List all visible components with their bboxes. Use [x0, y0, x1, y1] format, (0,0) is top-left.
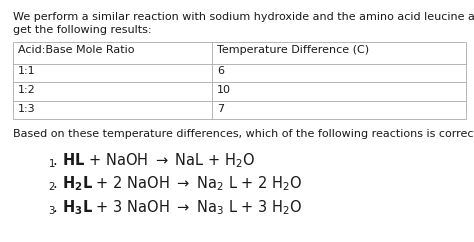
Text: get the following results:: get the following results: [13, 25, 152, 35]
Text: 10: 10 [217, 85, 231, 95]
Text: We perform a similar reaction with sodium hydroxide and the amino acid leucine a: We perform a similar reaction with sodiu… [13, 12, 474, 22]
Text: Temperature Difference (C): Temperature Difference (C) [217, 45, 369, 55]
Text: 6: 6 [217, 67, 224, 76]
Text: 7: 7 [217, 104, 225, 113]
Text: $_3\!$. $\mathbf{H_3L}$ + 3 NaOH $\rightarrow$ Na$_3$ L + 3 H$_2$O: $_3\!$. $\mathbf{H_3L}$ + 3 NaOH $\right… [48, 198, 303, 217]
Text: 1:3: 1:3 [18, 104, 36, 113]
Text: 1:2: 1:2 [18, 85, 36, 95]
Text: $_2\!$. $\mathbf{H_2L}$ + 2 NaOH $\rightarrow$ Na$_2$ L + 2 H$_2$O: $_2\!$. $\mathbf{H_2L}$ + 2 NaOH $\right… [48, 174, 303, 193]
Text: $_1\!$. $\mathbf{HL}$ + NaOH $\rightarrow$ NaL + H$_2$O: $_1\!$. $\mathbf{HL}$ + NaOH $\rightarro… [48, 151, 255, 170]
Text: Acid:Base Mole Ratio: Acid:Base Mole Ratio [18, 45, 135, 55]
Bar [13, 42, 466, 119]
Text: 1:1: 1:1 [18, 67, 36, 76]
Text: Based on these temperature differences, which of the following reactions is corr: Based on these temperature differences, … [13, 129, 474, 139]
